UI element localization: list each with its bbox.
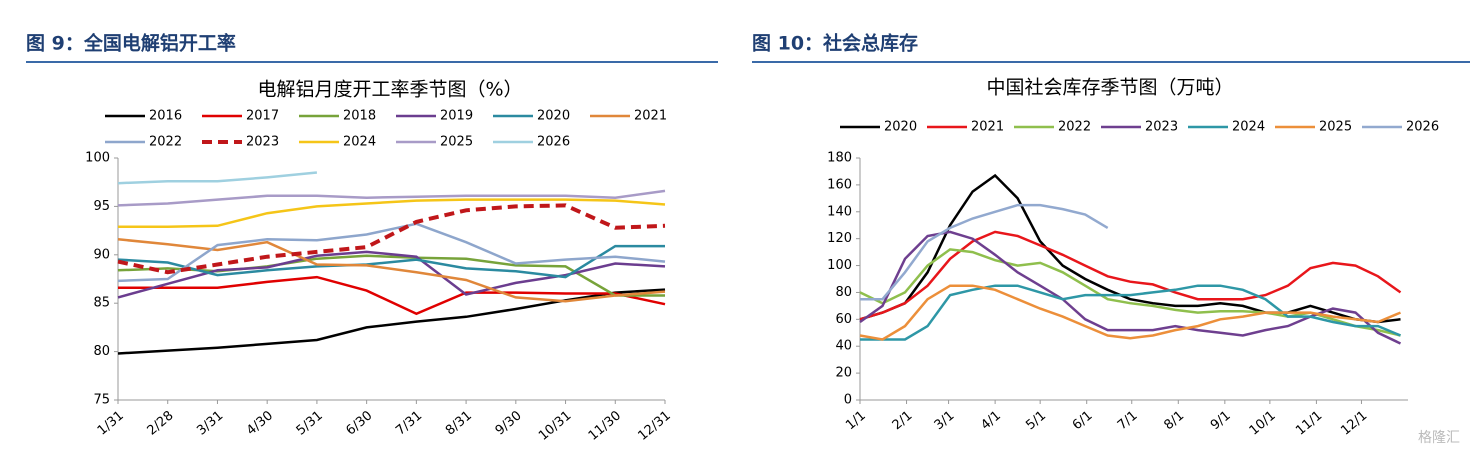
series-line [117, 222, 666, 283]
x-tick-label: 4/30 [244, 408, 276, 438]
series-line [859, 230, 1402, 321]
legend-label: 2021 [634, 109, 667, 124]
x-tick-label: 8/31 [443, 408, 475, 438]
legend-label: 2023 [1145, 120, 1178, 135]
series-line [860, 203, 1109, 301]
x-tick-label: 10/1 [1247, 408, 1279, 438]
y-tick-label: 140 [827, 204, 852, 219]
x-tick-label: 4/1 [978, 408, 1004, 433]
x-tick-label: 9/30 [493, 408, 525, 438]
figure-caption: 图 10：社会总库存 [752, 32, 918, 55]
legend-label: 2024 [343, 135, 376, 150]
y-tick-label: 20 [835, 366, 852, 381]
y-tick-label: 75 [93, 393, 110, 408]
y-tick-label: 100 [827, 258, 852, 273]
series-line [118, 275, 666, 316]
legend-label: 2025 [1319, 120, 1352, 135]
x-tick-label: 1/31 [95, 408, 127, 438]
series-line [859, 284, 1401, 341]
legend-label: 2026 [537, 135, 570, 150]
series-line [117, 189, 666, 207]
legend-label: 2017 [246, 109, 279, 124]
x-tick-label: 3/1 [932, 408, 958, 433]
watermark: 格隆汇 [1418, 430, 1460, 446]
x-tick-label: 3/31 [194, 408, 226, 438]
figure-caption: 图 9：全国电解铝开工率 [26, 32, 236, 55]
legend-label: 2025 [440, 135, 473, 150]
series-line [118, 198, 666, 228]
x-tick-label: 6/30 [343, 408, 375, 438]
y-tick-label: 120 [827, 231, 852, 246]
x-tick-label: 5/1 [1023, 408, 1049, 433]
x-tick-label: 7/1 [1115, 408, 1141, 433]
legend-label: 2016 [149, 109, 182, 124]
x-tick-label: 2/1 [890, 408, 916, 433]
series-line [117, 238, 666, 303]
y-tick-label: 90 [93, 247, 110, 262]
series-line [117, 203, 666, 275]
legend-label: 2018 [343, 109, 376, 124]
x-tick-label: 7/31 [393, 408, 425, 438]
y-tick-label: 85 [93, 296, 110, 311]
y-tick-label: 80 [93, 344, 110, 359]
legend-label: 2020 [884, 120, 917, 135]
x-tick-label: 9/1 [1208, 408, 1234, 433]
x-tick-label: 5/31 [294, 408, 326, 438]
series-line [859, 173, 1401, 324]
y-tick-label: 60 [835, 312, 852, 327]
y-tick-label: 80 [835, 285, 852, 300]
legend-label: 2026 [1406, 120, 1439, 135]
legend-label: 2023 [246, 135, 279, 150]
legend-label: 2022 [149, 135, 182, 150]
x-tick-label: 12/1 [1338, 408, 1370, 438]
y-tick-label: 180 [827, 151, 852, 166]
chart-title: 电解铝月度开工率季节图（%） [257, 79, 522, 101]
x-tick-label: 12/31 [635, 408, 673, 444]
y-tick-label: 40 [835, 339, 852, 354]
y-tick-label: 95 [93, 199, 110, 214]
y-tick-label: 0 [844, 393, 852, 408]
legend-label: 2020 [537, 109, 570, 124]
x-tick-label: 2/28 [145, 408, 177, 438]
legend-label: 2019 [440, 109, 473, 124]
x-tick-label: 8/1 [1161, 408, 1187, 433]
series-line [117, 244, 665, 279]
series-line [859, 230, 1402, 345]
legend-label: 2021 [971, 120, 1004, 135]
series-line [117, 171, 318, 185]
x-tick-label: 6/1 [1070, 408, 1096, 433]
chart-title: 中国社会库存季节图（万吨） [986, 77, 1233, 99]
series-line [860, 284, 1401, 341]
x-tick-label: 11/1 [1293, 408, 1325, 438]
x-tick-label: 11/30 [586, 408, 624, 444]
y-tick-label: 160 [827, 177, 852, 192]
legend-label: 2022 [1058, 120, 1091, 135]
x-tick-label: 1/1 [843, 408, 869, 433]
x-tick-label: 10/31 [536, 408, 574, 444]
legend-label: 2024 [1232, 120, 1265, 135]
series-line [117, 288, 666, 355]
y-tick-label: 100 [85, 151, 110, 166]
